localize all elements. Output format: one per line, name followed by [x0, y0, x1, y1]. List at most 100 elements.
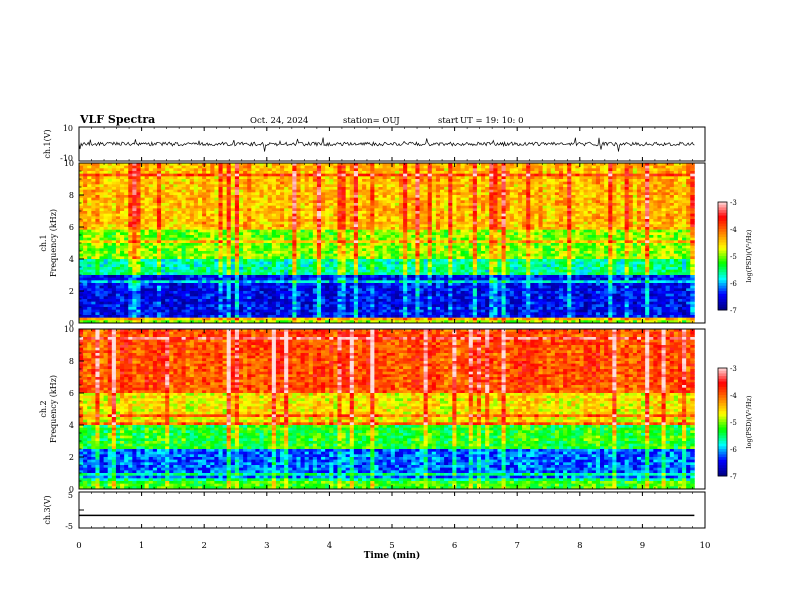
spectrogram-cell	[132, 195, 137, 199]
spectrogram-cell	[345, 197, 351, 201]
spectrogram-cell	[669, 168, 675, 172]
spectrogram-cell	[251, 165, 256, 169]
spectrogram-cell	[83, 232, 88, 236]
spectrogram-cell	[608, 168, 613, 172]
spectrogram-cell	[202, 173, 207, 177]
spectrogram-cell	[218, 208, 223, 212]
spectrogram-cell	[357, 184, 363, 188]
spectrogram-cell	[161, 216, 166, 220]
spectrogram-cell	[321, 200, 326, 204]
spectrogram-cell	[202, 216, 207, 220]
spectrogram-cell	[542, 224, 548, 228]
spectrogram-cell	[362, 211, 367, 215]
spectrogram-cell	[649, 219, 654, 223]
spectrogram-cell	[595, 195, 601, 199]
spectrogram-cell	[353, 237, 359, 241]
spectrogram-cell	[173, 173, 178, 177]
spectrogram-cell	[169, 216, 174, 220]
spectrogram-cell	[423, 163, 429, 167]
spectrogram-cell	[481, 168, 486, 172]
spectrogram-cell	[632, 171, 638, 175]
spectrogram-cell	[284, 213, 289, 217]
spectrogram-cell	[448, 219, 453, 223]
spectrogram-cell	[271, 211, 277, 215]
spectrogram-cell	[628, 189, 634, 193]
spectrogram-cell	[398, 195, 404, 199]
spectrogram-cell	[677, 203, 683, 207]
spectrogram-cell	[181, 216, 187, 220]
spectrogram-cell	[169, 245, 174, 249]
spectrogram-cell	[214, 232, 219, 236]
spectrogram-cell	[292, 227, 297, 231]
spectrogram-cell	[632, 184, 638, 188]
spectrogram-cell	[255, 216, 260, 220]
spectrogram-cell	[210, 219, 215, 223]
spectrogram-cell	[411, 200, 416, 204]
spectrogram-cell	[238, 211, 244, 215]
spectrogram-cell	[169, 171, 174, 175]
spectrogram-cell	[427, 248, 433, 252]
spectrogram-cell	[620, 179, 626, 183]
spectrogram-cell	[79, 224, 84, 228]
spectrogram-cell	[657, 171, 662, 175]
spectrogram-cell	[657, 211, 662, 215]
spectrogram-cell	[107, 203, 113, 207]
spectrogram-cell	[608, 232, 613, 236]
spectrogram-cell	[197, 181, 203, 185]
spectrogram-cell	[509, 208, 515, 212]
spectrogram-cell	[206, 211, 211, 215]
spectrogram-cell	[390, 240, 396, 244]
spectrogram-cell	[411, 237, 416, 241]
spectrogram-cell	[304, 197, 310, 201]
spectrogram-cell	[263, 176, 269, 180]
spectrogram-cell	[464, 173, 470, 177]
spectrogram-cell	[316, 229, 322, 233]
spectrogram-cell	[411, 163, 416, 167]
spectrogram-cell	[530, 229, 535, 233]
spectrogram-cell	[120, 171, 125, 175]
spectrogram-cell	[583, 240, 589, 244]
spectrogram-cell	[546, 187, 552, 191]
spectrogram-cell	[206, 195, 211, 199]
spectrogram-cell	[616, 171, 621, 175]
spectrogram-cell	[583, 237, 589, 241]
spectrogram-cell	[493, 192, 498, 196]
spectrogram-cell	[505, 243, 511, 247]
spectrogram-cell	[653, 192, 658, 196]
spectrogram-cell	[370, 171, 375, 175]
spectrogram-cell	[148, 248, 154, 252]
spectrogram-cell	[325, 165, 330, 169]
spectrogram-cell	[690, 213, 695, 217]
spectrogram-cell	[682, 197, 687, 201]
spectrogram-cell	[587, 200, 593, 204]
spectrogram-cell	[530, 165, 535, 169]
spectrogram-cell	[325, 195, 330, 199]
spectrogram-cell	[595, 184, 601, 188]
spectrogram-cell	[517, 176, 523, 180]
spectrogram-cell	[690, 171, 695, 175]
spectrogram-cell	[202, 176, 207, 180]
spectrogram-cell	[169, 248, 174, 252]
spectrogram-cell	[600, 203, 605, 207]
spectrogram-cell	[632, 211, 638, 215]
spectrogram-cell	[103, 165, 109, 169]
spectrogram-cell	[165, 219, 170, 223]
spectrogram-cell	[185, 168, 191, 172]
spectrogram-cell	[148, 229, 154, 233]
spectrogram-cell	[337, 227, 342, 231]
spectrogram-cell	[653, 184, 658, 188]
spectrogram-cell	[374, 197, 379, 201]
spectrogram-cell	[197, 192, 203, 196]
spectrogram-cell	[398, 184, 404, 188]
spectrogram-cell	[542, 205, 548, 209]
spectrogram-cell	[554, 248, 560, 252]
spectrogram-cell	[636, 171, 642, 175]
spectrogram-cell	[460, 165, 466, 169]
spectrogram-cell	[226, 248, 232, 252]
spectrogram-cell	[600, 192, 605, 196]
spectrogram-cell	[325, 235, 330, 239]
spectrogram-cell	[152, 243, 158, 247]
spectrogram-cell	[411, 195, 416, 199]
spectrogram-cell	[579, 171, 584, 175]
spectrogram-cell	[148, 251, 154, 255]
